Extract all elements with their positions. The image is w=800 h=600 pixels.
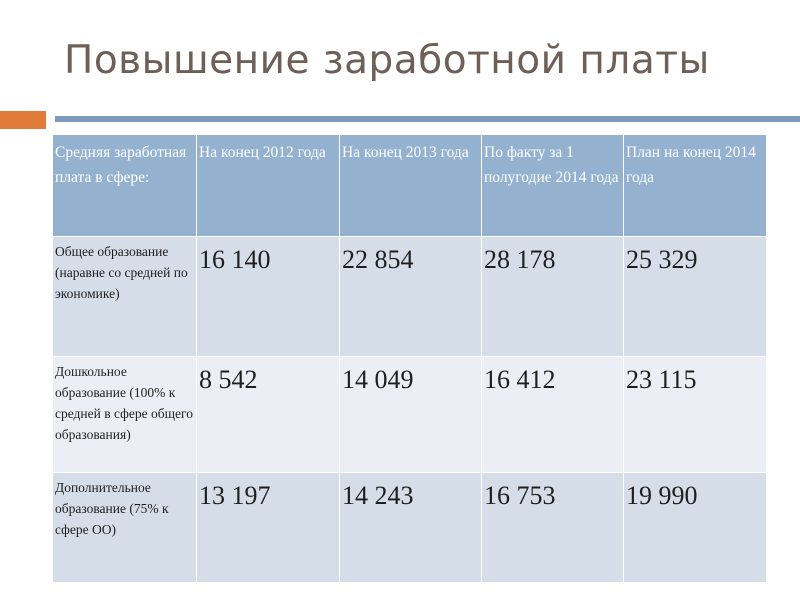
- cell-value: 14 049: [339, 356, 482, 473]
- cell-value: 16 140: [196, 236, 340, 357]
- cell-value: 23 115: [623, 356, 767, 473]
- header-plan-end-2014: План на конец 2014 года: [623, 134, 767, 237]
- header-end-2012: На конец 2012 года: [196, 134, 340, 237]
- salary-table: Средняя заработная плата в сфере: На кон…: [52, 134, 767, 583]
- header-sphere: Средняя заработная плата в сфере:: [52, 134, 197, 237]
- cell-value: 16 412: [481, 356, 624, 473]
- table-row: Дополнительное образование (75% к сфере …: [52, 472, 767, 583]
- table-header-row: Средняя заработная плата в сфере: На кон…: [52, 134, 767, 237]
- cell-value: 28 178: [481, 236, 624, 357]
- row-label-general-education: Общее образование (наравне со средней по…: [52, 236, 197, 357]
- page-title: Повышение заработной платы: [64, 38, 710, 83]
- cell-value: 19 990: [623, 472, 767, 583]
- accent-square: [0, 111, 46, 129]
- cell-value: 22 854: [339, 236, 482, 357]
- row-label-additional-education: Дополнительное образование (75% к сфере …: [52, 472, 197, 583]
- table-row: Дошкольное образование (100% к средней в…: [52, 356, 767, 473]
- cell-value: 14 243: [339, 472, 482, 583]
- cell-value: 8 542: [196, 356, 340, 473]
- title-divider: [55, 116, 800, 122]
- cell-value: 25 329: [623, 236, 767, 357]
- row-label-preschool-education: Дошкольное образование (100% к средней в…: [52, 356, 197, 473]
- header-end-2013: На конец 2013 года: [339, 134, 482, 237]
- header-h1-2014-actual: По факту за 1 полугодие 2014 года: [481, 134, 624, 237]
- cell-value: 16 753: [481, 472, 624, 583]
- table-row: Общее образование (наравне со средней по…: [52, 236, 767, 357]
- cell-value: 13 197: [196, 472, 340, 583]
